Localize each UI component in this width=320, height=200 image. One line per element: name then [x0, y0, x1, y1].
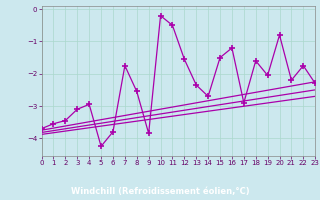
- Text: Windchill (Refroidissement éolien,°C): Windchill (Refroidissement éolien,°C): [71, 187, 249, 196]
